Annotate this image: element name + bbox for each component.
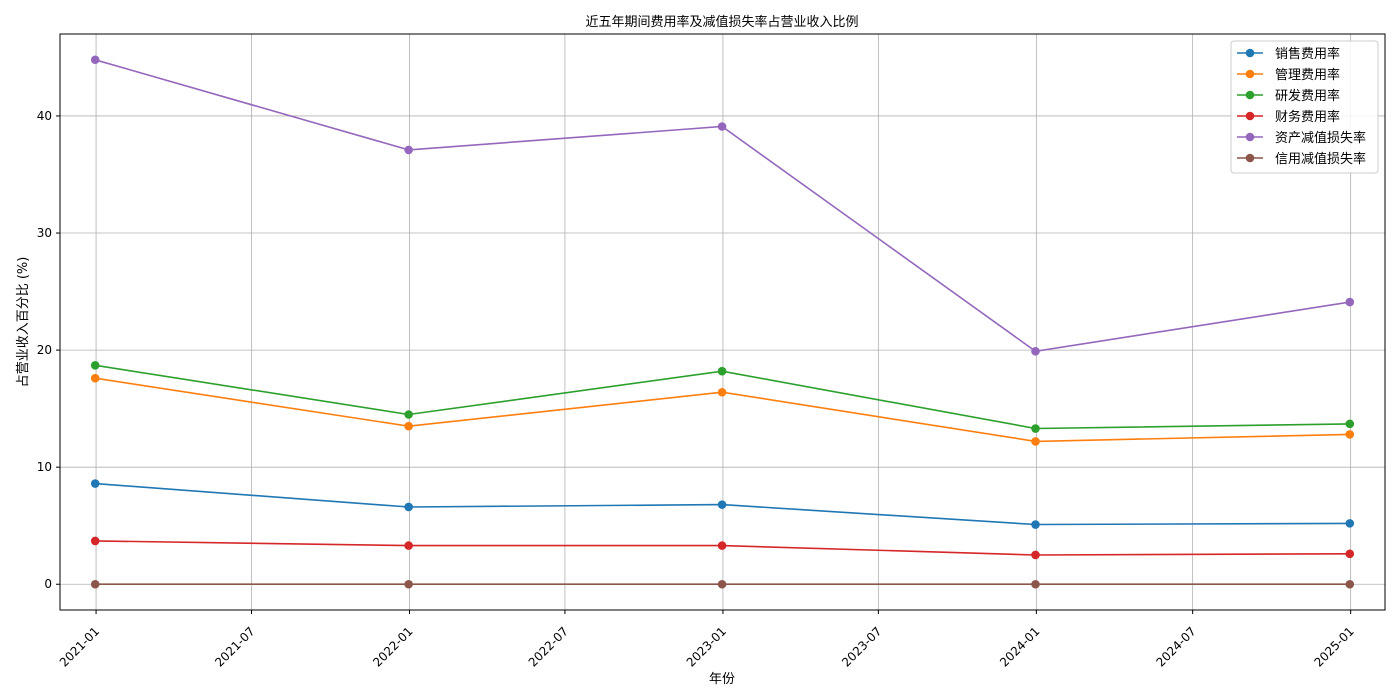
- data-point: [717, 541, 727, 550]
- series-lines: [90, 55, 1355, 589]
- data-point: [1031, 550, 1040, 560]
- x-tick-label: 2022-07: [526, 624, 571, 669]
- data-point: [717, 387, 727, 397]
- legend-box: [1230, 40, 1379, 174]
- legend-item: 信用减值损失率: [1237, 151, 1366, 167]
- legend-marker: [1245, 153, 1255, 163]
- y-tick-label: 20: [37, 343, 52, 357]
- data-point: [90, 536, 100, 546]
- legend-marker: [1245, 48, 1255, 58]
- data-point: [90, 579, 100, 589]
- data-point: [717, 500, 727, 509]
- legend-item: 研发费用率: [1237, 88, 1340, 104]
- data-point: [717, 366, 727, 376]
- data-point: [1031, 579, 1040, 589]
- data-point: [1345, 549, 1355, 559]
- y-tick-label: 0: [44, 577, 52, 591]
- x-tick-label: 2025-01: [1311, 624, 1356, 669]
- data-point: [404, 145, 413, 155]
- y-axis-title: 占营业收入百分比 (%): [16, 257, 31, 388]
- data-point: [1345, 519, 1355, 528]
- legend-label: 财务费用率: [1275, 109, 1340, 125]
- series-line: [94, 59, 1350, 353]
- series-group: [90, 55, 1355, 356]
- x-tick-label: 2023-01: [684, 624, 729, 669]
- legend-marker: [1245, 90, 1255, 100]
- legend-item: 财务费用率: [1237, 109, 1340, 125]
- data-point: [90, 373, 100, 383]
- legend-marker: [1245, 111, 1255, 121]
- chart-title: 近五年期间费用率及减值损失率占营业收入比例: [585, 14, 858, 30]
- y-tick-label: 40: [37, 109, 52, 123]
- series-group: [90, 373, 1355, 446]
- x-tick-label: 2024-07: [1153, 624, 1198, 669]
- grid-lines: [60, 34, 1385, 610]
- legend-item: 资产减值损失率: [1237, 130, 1366, 146]
- series-group: [90, 479, 1355, 529]
- legend-label: 销售费用率: [1275, 46, 1340, 62]
- x-axis-title: 年份: [709, 672, 735, 687]
- legend-marker: [1245, 132, 1255, 142]
- data-point: [404, 579, 413, 589]
- data-point: [1031, 437, 1040, 446]
- data-point: [404, 502, 413, 512]
- data-point: [404, 541, 413, 550]
- data-point: [1345, 297, 1355, 307]
- x-tick-label: 2022-01: [370, 624, 415, 669]
- legend-label: 信用减值损失率: [1275, 151, 1366, 167]
- data-point: [1345, 419, 1355, 429]
- series-group: [90, 579, 1355, 589]
- x-axis: 2021-01 2021-07 2022-01 2022-07 2023-01 2023-…: [57, 610, 1357, 670]
- series-group: [90, 361, 1355, 433]
- legend-label: 资产减值损失率: [1275, 130, 1366, 146]
- legend-item: 销售费用率: [1237, 46, 1340, 62]
- data-point: [717, 579, 727, 589]
- data-point: [90, 479, 100, 488]
- y-axis: 0 10 20 30 40: [37, 109, 60, 591]
- data-point: [1031, 346, 1040, 356]
- y-tick-label: 30: [37, 226, 52, 240]
- legend-marker: [1245, 69, 1255, 79]
- data-point: [90, 55, 100, 65]
- data-point: [717, 122, 727, 131]
- x-tick-label: 2024-01: [997, 624, 1042, 669]
- x-tick-label: 2023-07: [839, 624, 884, 669]
- data-point: [1345, 579, 1355, 589]
- series-line: [95, 377, 1350, 443]
- data-point: [1031, 424, 1040, 433]
- data-point: [404, 410, 413, 419]
- x-tick-label: 2021-07: [212, 624, 257, 669]
- data-point: [90, 361, 100, 370]
- legend-item: 管理费用率: [1237, 67, 1340, 83]
- x-tick-label: 2021-01: [57, 624, 102, 669]
- legend-label: 研发费用率: [1275, 88, 1340, 104]
- legend-label: 管理费用率: [1275, 67, 1340, 83]
- series-group: [90, 536, 1355, 560]
- y-tick-label: 10: [37, 460, 52, 474]
- data-point: [1345, 430, 1355, 439]
- data-point: [404, 421, 413, 431]
- data-point: [1031, 520, 1040, 529]
